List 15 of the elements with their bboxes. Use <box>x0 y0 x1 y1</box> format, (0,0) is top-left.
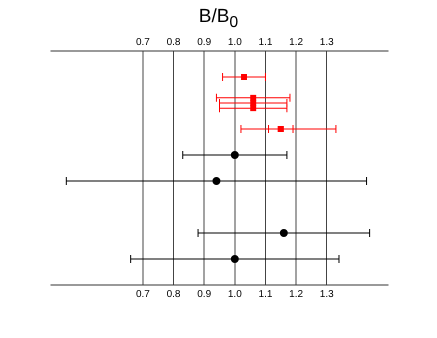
x2-tick-label: 1.2 <box>289 36 304 48</box>
chart-title: B/B$_{0}$ <box>198 6 240 32</box>
x-tick-label: 0.7 <box>136 288 150 300</box>
x2-tick-label: 0.8 <box>166 36 181 48</box>
x-tick-label: 0.8 <box>166 288 181 300</box>
x2-tick-label: 0.9 <box>197 36 212 48</box>
x-tick-label: 0.9 <box>197 288 212 300</box>
x2-tick-label: 1.1 <box>258 36 273 48</box>
x-tick-label: 1.3 <box>320 288 334 300</box>
x-tick-label: 1.2 <box>289 288 304 300</box>
x2-tick-label: 1.3 <box>320 36 334 48</box>
x2-tick-label: 0.7 <box>136 36 150 48</box>
x-tick-label: 1.1 <box>258 288 273 300</box>
x2-tick-label: 1.0 <box>228 36 242 48</box>
x-tick-label: 1.0 <box>228 288 242 300</box>
